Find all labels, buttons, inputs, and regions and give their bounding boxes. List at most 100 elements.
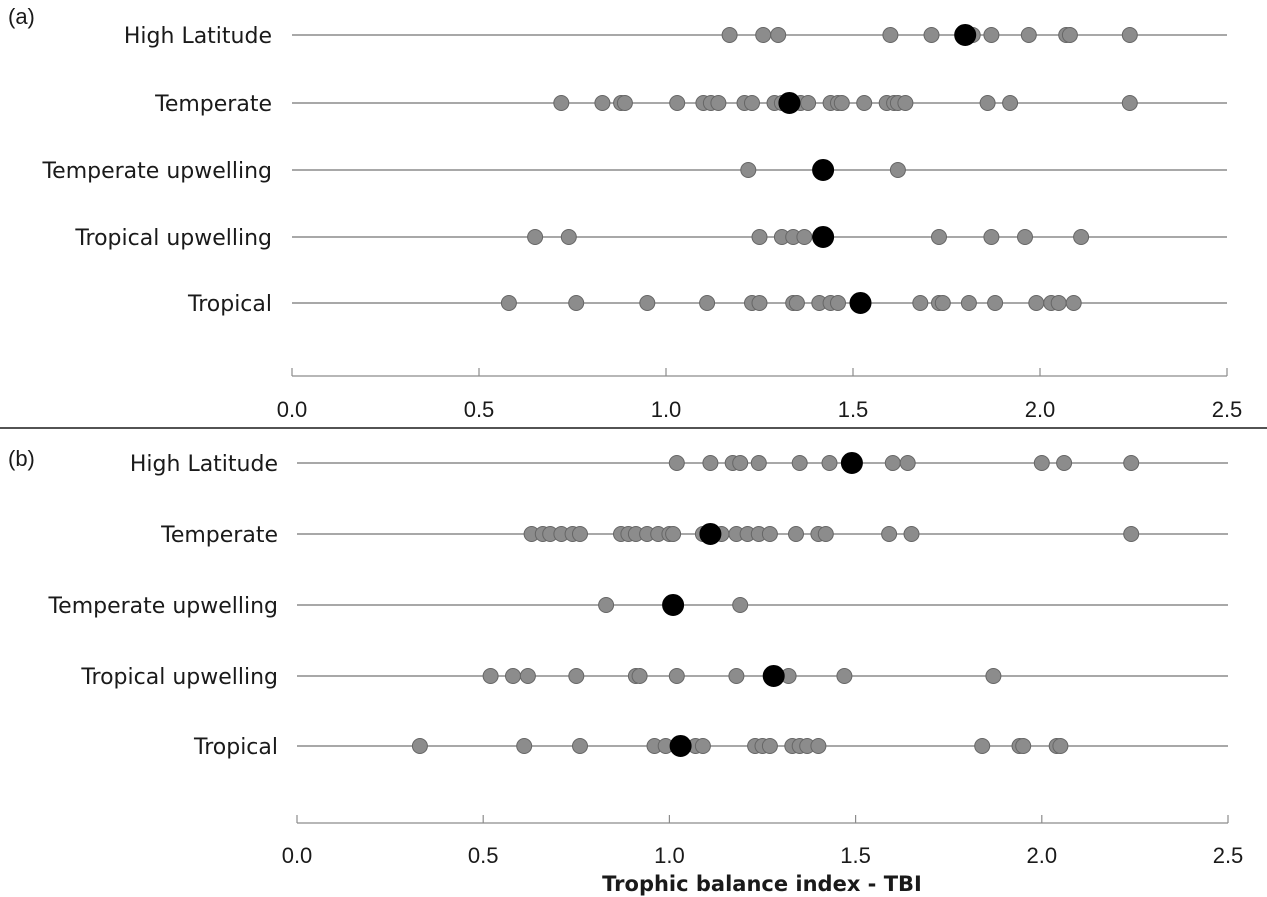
x-tick-label: 1.5 bbox=[840, 843, 871, 868]
data-point bbox=[750, 455, 767, 471]
category-label: High Latitude bbox=[124, 24, 272, 49]
data-point bbox=[899, 455, 916, 471]
data-point bbox=[482, 668, 499, 684]
panel-b-x-axis: 0.0 0.5 1.0 1.5 2.0 2.5 bbox=[282, 815, 1244, 868]
data-point bbox=[974, 738, 991, 754]
data-point bbox=[751, 295, 768, 311]
data-point bbox=[669, 95, 686, 111]
data-point bbox=[821, 455, 838, 471]
mean-point bbox=[762, 665, 785, 687]
data-point bbox=[796, 229, 813, 245]
data-point bbox=[732, 597, 749, 613]
data-point bbox=[594, 95, 611, 111]
data-point bbox=[751, 229, 768, 245]
data-point bbox=[761, 738, 778, 754]
data-point bbox=[710, 95, 727, 111]
data-point bbox=[1061, 27, 1078, 43]
row-tropical-upwelling: Tropical upwelling bbox=[74, 226, 1227, 251]
category-label: Temperate bbox=[160, 523, 278, 548]
category-label: Tropical bbox=[193, 735, 278, 760]
x-tick-label: 0.5 bbox=[468, 843, 499, 868]
panel-a-label: (a) bbox=[8, 4, 35, 29]
row-temperate: Temperate bbox=[160, 523, 1228, 548]
data-point bbox=[732, 455, 749, 471]
data-point bbox=[1073, 229, 1090, 245]
data-point bbox=[912, 295, 929, 311]
data-point bbox=[411, 738, 428, 754]
row-tropical: Tropical bbox=[193, 735, 1228, 760]
x-tick-label: 0.5 bbox=[464, 397, 495, 422]
data-point bbox=[960, 295, 977, 311]
data-point bbox=[1015, 738, 1032, 754]
row-high-latitude: High Latitude bbox=[124, 24, 1227, 49]
mean-point bbox=[699, 523, 722, 545]
mean-point bbox=[840, 452, 863, 474]
data-point bbox=[1052, 738, 1069, 754]
row-temperate-upwelling: Temperate upwelling bbox=[47, 594, 1228, 619]
data-point bbox=[923, 27, 940, 43]
data-point bbox=[505, 668, 521, 684]
x-axis-title: Trophic balance index - TBI bbox=[602, 872, 922, 896]
row-temperate-upwelling: Temperate upwelling bbox=[41, 159, 1227, 184]
data-point bbox=[987, 295, 1004, 311]
data-point bbox=[856, 95, 873, 111]
data-point bbox=[572, 526, 588, 542]
data-point bbox=[1033, 455, 1050, 471]
category-label: Tropical upwelling bbox=[74, 226, 272, 251]
data-point bbox=[770, 27, 787, 43]
mean-point bbox=[849, 292, 872, 314]
data-point bbox=[1017, 229, 1033, 245]
data-point bbox=[516, 738, 533, 754]
data-point bbox=[830, 295, 846, 311]
data-point bbox=[1123, 455, 1140, 471]
data-point bbox=[568, 295, 585, 311]
data-point bbox=[897, 95, 914, 111]
x-tick-label: 2.5 bbox=[1213, 843, 1244, 868]
data-point bbox=[1056, 455, 1073, 471]
mean-point bbox=[662, 594, 685, 616]
data-point bbox=[668, 455, 685, 471]
data-point bbox=[616, 95, 633, 111]
data-point bbox=[1002, 95, 1019, 111]
data-point bbox=[761, 526, 778, 542]
data-point bbox=[931, 229, 947, 245]
data-point bbox=[519, 668, 536, 684]
mean-point bbox=[778, 92, 801, 114]
data-point bbox=[702, 455, 719, 471]
row-temperate: Temperate bbox=[154, 92, 1227, 117]
data-point bbox=[598, 597, 615, 613]
data-point bbox=[1020, 27, 1037, 43]
data-point bbox=[527, 229, 544, 245]
data-point bbox=[788, 526, 804, 542]
x-tick-label: 1.5 bbox=[838, 397, 869, 422]
panel-b: (b) High Latitude Temperate Temperate upwe… bbox=[8, 446, 1243, 896]
data-point bbox=[1121, 95, 1138, 111]
data-point bbox=[1028, 295, 1045, 311]
data-point bbox=[791, 455, 808, 471]
row-tropical: Tropical bbox=[187, 292, 1227, 317]
data-point bbox=[668, 668, 685, 684]
panel-a-rows: High Latitude Temperate Temperate upwellin… bbox=[41, 24, 1227, 317]
data-point bbox=[983, 229, 1000, 245]
data-point bbox=[1050, 295, 1067, 311]
mean-point bbox=[812, 226, 835, 248]
data-point bbox=[755, 27, 772, 43]
category-label: Temperate upwelling bbox=[47, 594, 278, 619]
data-point bbox=[721, 27, 738, 43]
data-point bbox=[833, 95, 850, 111]
data-point bbox=[553, 95, 570, 111]
data-point bbox=[882, 27, 899, 43]
data-point bbox=[699, 295, 716, 311]
data-point bbox=[560, 229, 577, 245]
data-point bbox=[979, 95, 996, 111]
data-point bbox=[728, 668, 745, 684]
data-point bbox=[800, 95, 817, 111]
data-point bbox=[983, 27, 1000, 43]
data-point bbox=[934, 295, 951, 311]
mean-point bbox=[669, 735, 692, 757]
mean-point bbox=[954, 24, 977, 46]
data-point bbox=[1123, 526, 1140, 542]
panel-a-x-axis: 0.0 0.5 1.0 1.5 2.0 2.5 bbox=[277, 368, 1242, 422]
data-point bbox=[817, 526, 834, 542]
